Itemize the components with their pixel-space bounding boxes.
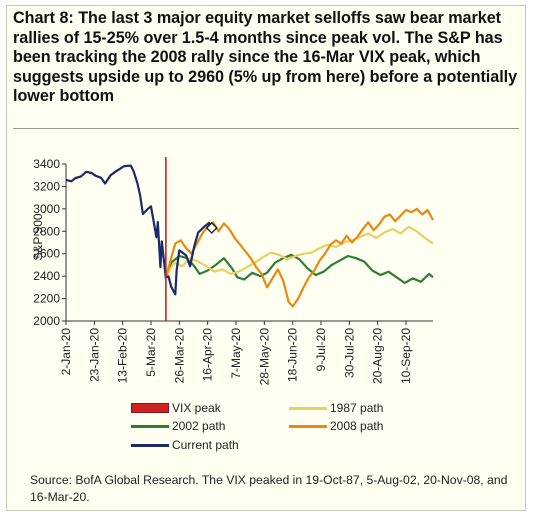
- series-line-current: [65, 164, 213, 296]
- x-tick-label: 2-Jan-20: [59, 328, 73, 376]
- legend-swatch-path_2002: [131, 425, 169, 428]
- chart-frame: [6, 5, 526, 511]
- x-tick-label: 9-Jul-20: [314, 328, 328, 372]
- legend-swatch-path_1987: [289, 407, 327, 410]
- chart-title: Chart 8: The last 3 major equity market …: [13, 9, 518, 106]
- x-tick-label: 5-Mar-20: [144, 328, 158, 377]
- x-tick-label: 30-Jul-20: [342, 328, 356, 378]
- series-line-path_2008: [164, 207, 434, 308]
- legend-swatch-vix_peak: [131, 403, 169, 413]
- chart-lines: [65, 157, 434, 321]
- legend-label-path_2002: 2002 path: [172, 419, 226, 433]
- series-line-path_1987: [164, 225, 434, 279]
- x-tick-label: 16-Apr-20: [201, 328, 215, 382]
- legend-label-current: Current path: [172, 438, 239, 452]
- x-tick-label: 20-Aug-20: [371, 328, 385, 384]
- legend-label-path_1987: 1987 path: [330, 401, 384, 415]
- x-tick-label: 13-Feb-20: [116, 328, 130, 384]
- x-tick-label: 7-May-20: [229, 328, 243, 379]
- legend-label-path_2008: 2008 path: [330, 419, 384, 433]
- y-tick-label: 3200: [33, 179, 60, 193]
- chart-axes: 2000 2200 2400 2600 2800 3000 3200 3400 S&P 500 2…: [31, 157, 433, 385]
- y-tick-label: 2600: [33, 247, 60, 261]
- source-note: Source: BofA Global Research. The VIX pe…: [30, 473, 508, 504]
- y-tick-label: 3400: [33, 157, 60, 171]
- current-level-marker: [205, 222, 218, 234]
- y-axis-label: S&P 500: [31, 213, 45, 260]
- x-tick-label: 18-Jun-20: [286, 328, 300, 382]
- y-tick-label: 2000: [33, 314, 60, 328]
- legend-swatch-current: [131, 444, 169, 447]
- y-tick-label: 3000: [33, 202, 60, 216]
- y-tick-label: 2800: [33, 224, 60, 238]
- title-divider: [13, 128, 519, 129]
- y-tick-label: 2400: [33, 269, 60, 283]
- y-tick-label: 2200: [33, 292, 60, 306]
- x-tick-label: 23-Jan-20: [87, 328, 101, 382]
- legend-label-vix_peak: VIX peak: [172, 401, 221, 415]
- x-tick-label: 26-Mar-20: [172, 328, 186, 384]
- series-line-path_2002: [164, 253, 434, 284]
- x-tick-label: 10-Sep-20: [399, 328, 413, 384]
- x-tick-label: 28-May-20: [257, 328, 271, 386]
- legend-swatch-path_2008: [289, 425, 327, 428]
